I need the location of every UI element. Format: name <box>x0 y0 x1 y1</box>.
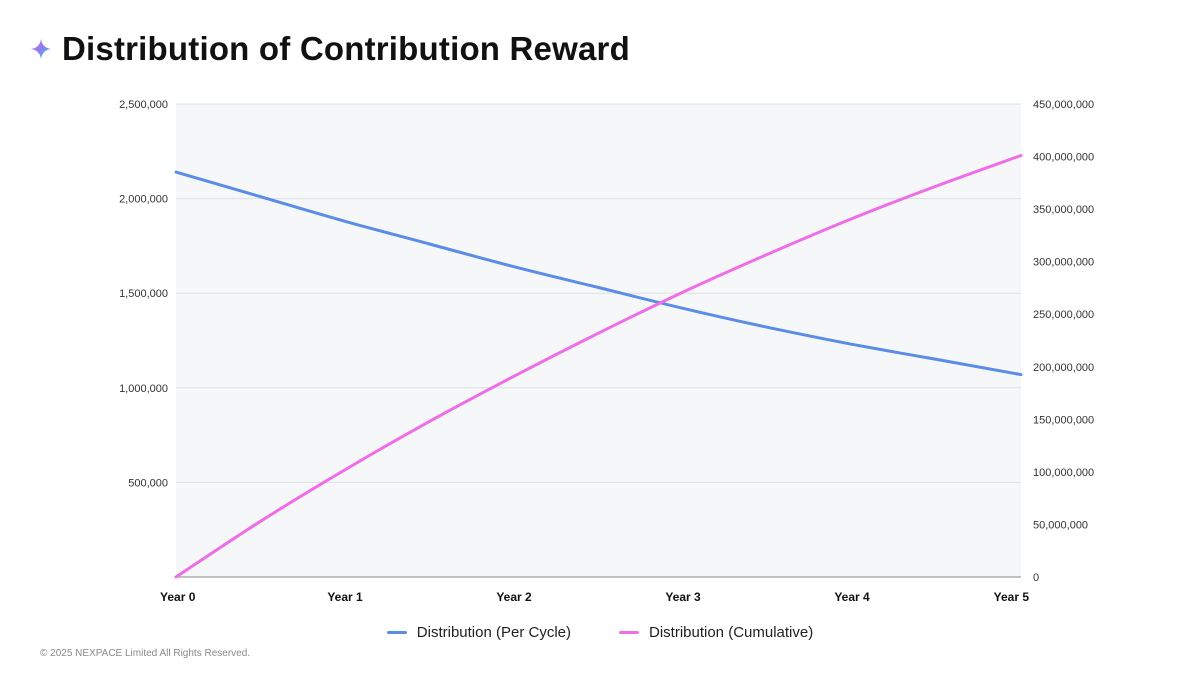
title-row: Distribution of Contribution Reward <box>30 30 630 68</box>
right-tick-label: 400,000,000 <box>1033 152 1094 164</box>
x-tick-label: Year 5 <box>994 590 1030 604</box>
legend-item-per-cycle[interactable]: Distribution (Per Cycle) <box>386 624 571 641</box>
x-tick-label: Year 0 <box>160 590 196 604</box>
series-line-per-cycle <box>174 170 1023 377</box>
series-layer <box>174 154 1023 579</box>
sparkle-icon <box>30 38 52 60</box>
legend-swatch-per-cycle <box>386 631 407 634</box>
right-axis-ticks: 0 50,000,000 100,000,000 150,000,000 200,000… <box>1033 99 1094 584</box>
x-tick-label: Year 4 <box>834 590 870 604</box>
left-axis-ticks: 500,000 1,000,000 1,500,000 2,000,000 2,500,… <box>119 99 168 489</box>
legend-item-cumulative[interactable]: Distribution (Cumulative) <box>619 624 813 641</box>
right-tick-label: 50,000,000 <box>1033 519 1088 531</box>
right-tick-label: 200,000,000 <box>1033 362 1094 374</box>
left-tick-label: 2,500,000 <box>119 99 168 111</box>
x-tick-label: Year 2 <box>496 590 532 604</box>
right-tick-label: 250,000,000 <box>1033 309 1094 321</box>
legend-label-cumulative: Distribution (Cumulative) <box>649 624 814 641</box>
page-title: Distribution of Contribution Reward <box>62 30 630 67</box>
right-tick-label: 100,000,000 <box>1033 467 1094 479</box>
right-tick-label: 350,000,000 <box>1033 204 1094 216</box>
left-tick-label: 1,000,000 <box>119 383 168 395</box>
left-tick-label: 1,500,000 <box>119 288 168 300</box>
copyright-footer: © 2025 NEXPACE Limited All Rights Reserv… <box>40 648 251 659</box>
right-tick-label: 300,000,000 <box>1033 257 1094 269</box>
grid-lines <box>176 103 1021 483</box>
left-tick-label: 2,000,000 <box>119 194 168 206</box>
chart-legend: Distribution (Per Cycle) Distribution (C… <box>0 624 1200 641</box>
left-tick-label: 500,000 <box>128 477 168 489</box>
x-tick-label: Year 3 <box>665 590 701 604</box>
legend-swatch-cumulative <box>619 631 639 634</box>
right-tick-label: 150,000,000 <box>1033 414 1094 426</box>
plot-area <box>176 104 1021 577</box>
right-tick-label: 450,000,000 <box>1033 99 1094 111</box>
x-axis-ticks: Year 0 Year 1 Year 2 Year 3 Year 4 Year 5 <box>160 590 1029 604</box>
x-tick-label: Year 1 <box>327 590 363 604</box>
series-line-cumulative <box>174 154 1023 579</box>
right-tick-label: 0 <box>1033 572 1039 584</box>
legend-label-per-cycle: Distribution (Per Cycle) <box>416 624 571 641</box>
